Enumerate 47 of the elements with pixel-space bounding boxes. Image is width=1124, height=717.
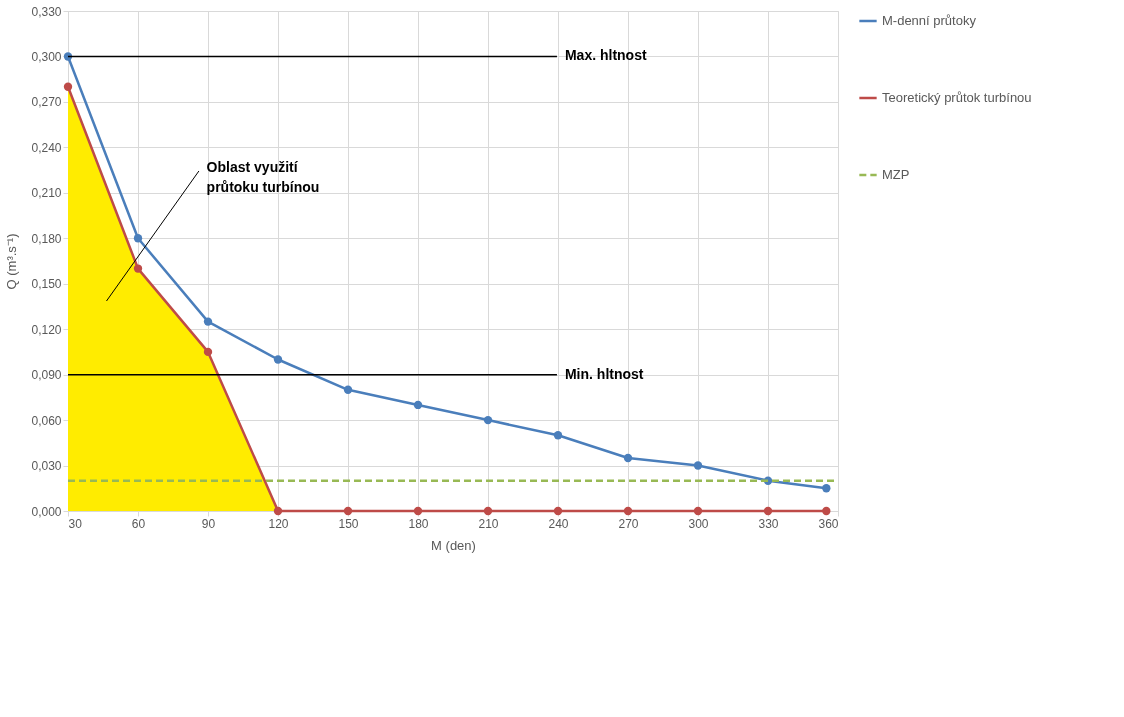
point [413, 400, 423, 410]
x-axis-title: M (den) [431, 537, 476, 553]
point [273, 355, 283, 364]
point [553, 431, 563, 440]
y-tick-label: 0,000 [31, 504, 62, 519]
point [623, 453, 633, 463]
y-axis-title: Q (m³.s⁻¹) [4, 233, 20, 290]
legend-label: M-denní průtoky [882, 13, 977, 28]
point [693, 461, 703, 470]
point [822, 484, 831, 493]
y-tick-label: 0,210 [31, 186, 62, 201]
point [822, 506, 831, 516]
annotation: Oblast využití průtoku turbínou [206, 159, 320, 195]
ref-line-label: Max. hltnost [564, 47, 647, 64]
x-tick-label: 300 [688, 516, 709, 531]
x-tick-label: 210 [478, 516, 499, 531]
x-tick-label: 240 [548, 516, 569, 531]
x-tick-label: 360 [818, 516, 839, 531]
ref-line-label: Min. hltnost [564, 365, 644, 382]
y-tick-label: 0,120 [31, 322, 62, 337]
point [133, 264, 143, 273]
point [203, 317, 213, 326]
y-tick-label: 0,180 [31, 231, 62, 246]
y-tick-label: 0,300 [31, 49, 62, 64]
x-tick-label: 330 [758, 516, 779, 531]
point [133, 234, 143, 243]
y-tick-label: 0,270 [31, 95, 62, 110]
x-tick-label: 270 [618, 516, 639, 531]
y-tick-label: 0,240 [31, 140, 62, 155]
point [63, 52, 73, 61]
x-tick-label: 90 [201, 516, 216, 531]
x-tick-label: 120 [268, 516, 289, 531]
x-tick-label: 180 [408, 516, 429, 531]
point [343, 385, 353, 394]
point [63, 82, 73, 91]
point [203, 347, 213, 357]
point [483, 415, 493, 425]
legend-label: MZP [882, 167, 910, 182]
y-tick-label: 0,150 [31, 277, 62, 292]
x-tick-label: 30 [68, 516, 83, 531]
x-tick-label: 60 [131, 516, 146, 531]
y-tick-label: 0,330 [31, 4, 62, 19]
y-tick-label: 0,030 [31, 459, 62, 474]
y-tick-label: 0,060 [31, 413, 62, 428]
legend-label: Teoretický průtok turbínou [882, 90, 1032, 105]
y-tick-label: 0,090 [31, 368, 62, 383]
x-tick-label: 150 [338, 516, 359, 531]
